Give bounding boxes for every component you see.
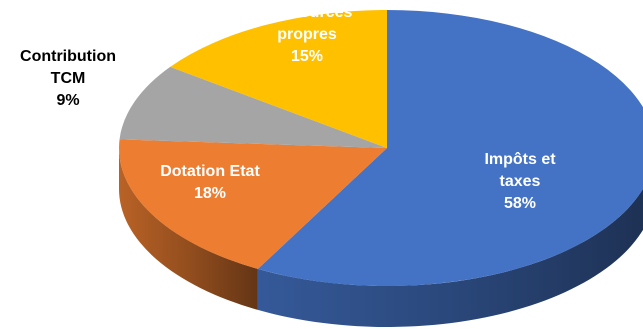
data-label-percent: 15%	[291, 48, 323, 65]
data-label-name-line: Impôts et	[484, 151, 556, 168]
data-label-name-line: Dotation Etat	[160, 163, 260, 180]
data-label-dotation: Dotation Etat 18%	[160, 163, 260, 202]
pie-top-faces	[119, 10, 643, 286]
pie-slice-ressources	[170, 10, 387, 148]
pie-labels: Impôts et taxes 58% Dotation Etat 18% Contrib…	[20, 4, 556, 212]
data-label-name-line: TCM	[51, 70, 86, 87]
data-label-name-line: propres	[277, 26, 337, 43]
pie-slice-dotation	[119, 139, 388, 269]
data-label-percent: 58%	[504, 195, 536, 212]
data-label-ressources: Ressources propres 15%	[262, 4, 353, 65]
data-label-tcm: Contribution TCM 9%	[20, 48, 116, 109]
pie-side-walls	[119, 148, 643, 327]
data-label-impots: Impôts et taxes 58%	[484, 151, 556, 212]
pie-side-impots	[257, 188, 643, 327]
pie-slice-tcm	[119, 66, 387, 148]
pie-side-dotation	[119, 148, 258, 310]
data-label-name-line: Contribution	[20, 48, 116, 65]
data-label-name-line: taxes	[500, 173, 541, 190]
pie-slice-impots	[257, 10, 643, 286]
data-label-percent: 18%	[194, 185, 226, 202]
data-label-name-line: Ressources	[262, 4, 353, 21]
data-label-percent: 9%	[56, 92, 79, 109]
